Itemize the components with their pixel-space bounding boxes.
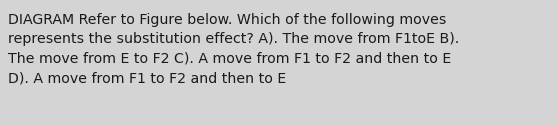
Text: DIAGRAM Refer to Figure below. Which of the following moves
represents the subst: DIAGRAM Refer to Figure below. Which of … [8, 13, 460, 85]
